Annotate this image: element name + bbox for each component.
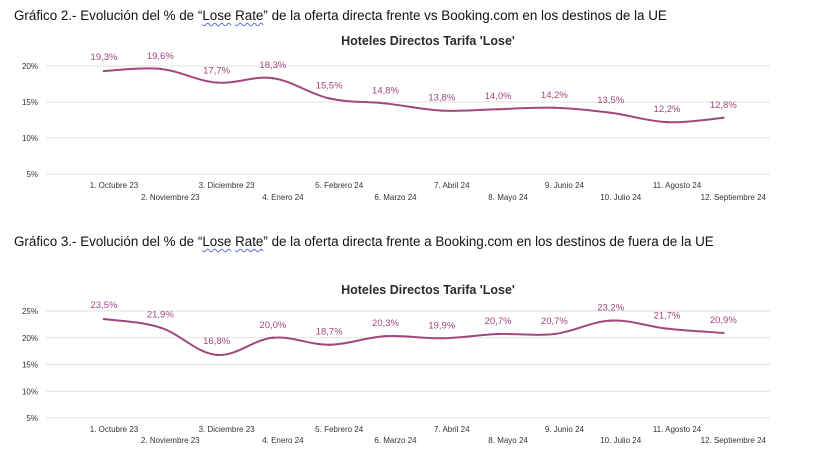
caption-text: Gráfico 3.- Evolución del % de “ (14, 234, 203, 249)
data-point (496, 108, 500, 111)
caption-text: ” de la oferta directa frente a Booking.… (263, 234, 714, 249)
caption-term: Lose (202, 234, 232, 249)
x-tick-label: 9. Junio 24 (545, 425, 585, 434)
line-chart-eu: Hoteles Directos Tarifa 'Lose' 20% 15% 10% 5… (22, 34, 770, 202)
y-tick-label: 15% (22, 98, 38, 107)
x-tick-label: 9. Junio 24 (545, 181, 585, 190)
x-tick-label: 3. Diciembre 23 (199, 425, 256, 434)
data-point (722, 116, 725, 120)
x-tick-label: 10. Julio 24 (600, 193, 641, 202)
data-label: 20,7% (541, 316, 568, 327)
data-point (102, 317, 106, 321)
chart-title: Hoteles Directos Tarifa 'Lose' (341, 34, 515, 48)
data-point (665, 327, 669, 330)
data-label: 21,7% (654, 311, 681, 322)
data-point (159, 326, 162, 329)
x-tick-label: 6. Marzo 24 (374, 436, 417, 445)
y-tick-label: 10% (22, 134, 38, 143)
data-label: 12,8% (710, 100, 737, 111)
data-label: 20,9% (710, 315, 737, 326)
data-point (215, 353, 218, 357)
data-point (553, 332, 556, 336)
x-tick-label: 1. Octubre 23 (90, 181, 139, 190)
data-label: 18,3% (259, 60, 286, 71)
y-tick-label: 20% (22, 62, 38, 71)
data-point (328, 97, 331, 100)
x-tick-label: 5. Febrero 24 (315, 181, 364, 190)
x-tick-label: 5. Febrero 24 (315, 425, 364, 434)
data-point (271, 336, 275, 339)
data-point (271, 77, 275, 80)
caption-term: Rate (235, 8, 264, 23)
x-tick-label: 3. Diciembre 23 (199, 181, 256, 190)
x-tick-label: 4. Enero 24 (262, 436, 304, 445)
x-tick-label: 2. Noviembre 23 (141, 193, 200, 202)
data-label: 12,2% (654, 104, 681, 115)
chart-title: Hoteles Directos Tarifa 'Lose' (341, 283, 515, 297)
x-tick-label: 4. Enero 24 (262, 193, 304, 202)
y-tick-label: 25% (22, 307, 38, 316)
x-tick-label: 8. Mayo 24 (488, 193, 528, 202)
y-tick-label: 10% (22, 387, 38, 396)
data-label: 21,9% (147, 310, 174, 321)
x-tick-label: 11. Agosto 24 (653, 425, 702, 434)
series-line (103, 318, 724, 356)
caption-text: ” de la oferta directa frente vs Booking… (263, 8, 667, 23)
caption-term: Rate (235, 234, 264, 249)
data-point (553, 106, 556, 109)
data-point (722, 331, 725, 335)
data-point (384, 102, 387, 105)
data-label: 20,7% (485, 316, 512, 327)
data-label: 13,8% (428, 93, 455, 104)
x-tick-label: 10. Julio 24 (600, 436, 641, 445)
x-tick-label: 7. Abril 24 (434, 425, 470, 434)
data-label: 15,5% (316, 80, 343, 91)
x-tick-label: 7. Abril 24 (434, 181, 470, 190)
data-label: 20,0% (259, 320, 286, 331)
data-point (159, 67, 162, 71)
data-label: 18,7% (316, 327, 343, 338)
data-point (328, 343, 331, 346)
data-label: 17,7% (203, 66, 230, 77)
chart-caption-2: Gráfico 3.- Evolución del % de “Lose Rat… (14, 234, 714, 249)
x-tick-label: 8. Mayo 24 (488, 436, 528, 445)
y-tick-label: 20% (22, 334, 38, 343)
data-point (609, 111, 612, 115)
data-point (215, 81, 218, 84)
x-tick-label: 11. Agosto 24 (653, 181, 702, 190)
data-point (609, 319, 612, 322)
y-tick-label: 5% (26, 170, 38, 179)
data-label: 14,8% (372, 85, 399, 96)
data-label: 14,0% (485, 91, 512, 102)
caption-term: Lose (202, 8, 232, 23)
data-label: 19,6% (147, 51, 174, 62)
x-tick-label: 12. Septiembre 24 (701, 436, 767, 445)
data-point (665, 120, 669, 124)
caption-text: Gráfico 2.- Evolución del % de “ (14, 8, 203, 23)
data-label: 16,8% (203, 336, 230, 347)
data-label: 23,2% (597, 303, 624, 314)
data-point (102, 69, 106, 73)
x-tick-label: 2. Noviembre 23 (141, 436, 200, 445)
series-line (103, 67, 724, 124)
x-tick-label: 6. Marzo 24 (374, 193, 417, 202)
data-point (384, 334, 387, 338)
y-tick-label: 15% (22, 361, 38, 370)
data-label: 13,5% (597, 95, 624, 106)
y-tick-label: 5% (26, 414, 38, 423)
data-point (496, 332, 500, 336)
data-label: 20,3% (372, 318, 399, 329)
data-label: 23,5% (91, 300, 118, 311)
chart-caption-1: Gráfico 2.- Evolución del % de “Lose Rat… (14, 8, 667, 23)
data-point (440, 337, 443, 340)
data-label: 19,3% (91, 52, 118, 63)
x-tick-label: 12. Septiembre 24 (701, 193, 767, 202)
data-label: 19,9% (428, 320, 455, 331)
x-tick-label: 1. Octubre 23 (90, 425, 139, 434)
data-point (440, 109, 443, 112)
data-label: 14,2% (541, 90, 568, 101)
